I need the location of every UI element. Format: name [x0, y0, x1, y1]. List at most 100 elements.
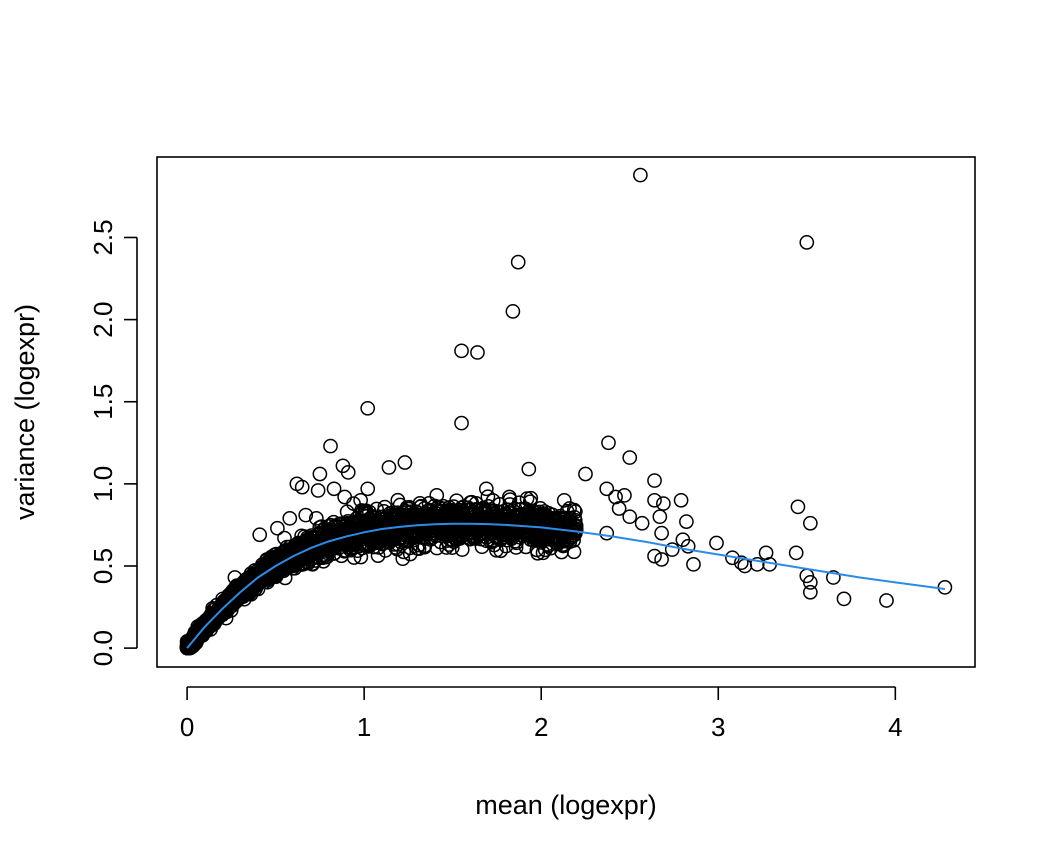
- y-tick-label: 2.0: [88, 302, 118, 338]
- data-point: [680, 538, 696, 554]
- data-point: [360, 481, 376, 497]
- data-point: [361, 536, 376, 552]
- data-point: [309, 510, 324, 526]
- data-point: [370, 512, 385, 528]
- data-point: [418, 526, 433, 542]
- data-point: [284, 547, 300, 563]
- data-point: [381, 460, 397, 475]
- x-tick-label: 1: [357, 712, 371, 742]
- data-point: [879, 593, 894, 608]
- plot-frame: [156, 156, 976, 668]
- data-point: [508, 540, 524, 555]
- y-tick-label: 1.5: [88, 384, 118, 420]
- data-point: [737, 558, 753, 574]
- data-point: [799, 235, 815, 250]
- y-tick-label: 0.5: [88, 548, 118, 584]
- data-point: [228, 592, 244, 607]
- x-axis-label: mean (logexpr): [475, 790, 657, 820]
- data-point: [749, 556, 765, 572]
- data-point: [470, 345, 485, 360]
- x-tick-label: 3: [711, 712, 725, 742]
- data-point: [521, 461, 537, 477]
- data-point: [326, 481, 342, 497]
- y-tick-label: 2.5: [88, 219, 118, 255]
- data-point: [377, 499, 393, 515]
- data-point: [439, 514, 455, 530]
- data-point: [664, 542, 680, 557]
- data-point: [633, 167, 648, 183]
- data-point: [298, 507, 314, 523]
- data-point: [622, 450, 638, 465]
- data-point: [611, 501, 627, 516]
- points-layer: [179, 167, 953, 656]
- data-point: [518, 501, 533, 517]
- data-point: [478, 481, 494, 497]
- data-point: [260, 563, 275, 579]
- data-point: [397, 455, 413, 470]
- data-point: [826, 570, 841, 585]
- data-point: [360, 520, 376, 536]
- data-point: [501, 489, 517, 505]
- data-point: [634, 515, 650, 531]
- data-point: [802, 584, 818, 600]
- data-point: [337, 489, 353, 505]
- y-axis: 0.0 0.5 1.0 1.5 2.0 2.5: [88, 219, 138, 666]
- data-point: [501, 522, 517, 538]
- data-point: [599, 525, 615, 541]
- data-point: [244, 578, 260, 594]
- data-point: [505, 304, 521, 319]
- x-tick-label: 2: [534, 712, 548, 742]
- data-point: [378, 532, 393, 547]
- data-point: [304, 529, 320, 545]
- data-point: [389, 541, 405, 557]
- data-point: [562, 501, 577, 516]
- data-point: [360, 400, 376, 416]
- data-point: [454, 343, 469, 359]
- data-point: [523, 532, 539, 547]
- data-point: [454, 415, 469, 431]
- data-point: [836, 591, 852, 607]
- data-point: [489, 530, 504, 545]
- data-point: [790, 499, 806, 515]
- data-point: [541, 505, 556, 521]
- data-point: [622, 509, 638, 525]
- data-point: [334, 533, 350, 549]
- y-tick-label: 1.0: [88, 466, 118, 502]
- data-point: [312, 466, 328, 482]
- x-axis: 0 1 2 3 4: [180, 686, 903, 742]
- data-point: [530, 545, 546, 561]
- data-point: [465, 513, 480, 529]
- y-axis-label: variance (logexpr): [10, 304, 40, 520]
- data-point: [654, 525, 669, 541]
- data-point: [429, 488, 445, 503]
- x-tick-label: 0: [180, 712, 194, 742]
- data-point: [294, 479, 310, 495]
- data-point: [406, 528, 422, 544]
- data-point: [599, 481, 615, 497]
- data-point: [282, 510, 298, 526]
- data-point: [227, 570, 243, 585]
- data-point: [686, 556, 701, 572]
- data-point: [346, 496, 361, 511]
- data-point: [468, 502, 483, 518]
- data-point: [310, 483, 326, 498]
- data-point: [709, 535, 724, 551]
- data-point: [802, 575, 818, 590]
- data-point: [353, 492, 368, 508]
- data-point: [389, 514, 404, 530]
- data-point: [647, 492, 662, 508]
- data-point: [654, 552, 669, 567]
- data-point: [556, 492, 572, 508]
- data-point: [269, 566, 285, 581]
- data-point: [270, 520, 285, 536]
- data-point: [370, 535, 385, 550]
- data-point: [408, 526, 424, 542]
- data-point: [554, 544, 569, 560]
- data-point: [652, 509, 668, 525]
- data-point: [937, 579, 953, 595]
- data-point: [408, 504, 424, 520]
- data-point: [323, 438, 338, 454]
- data-point: [647, 548, 662, 564]
- trend-line: [186, 522, 946, 649]
